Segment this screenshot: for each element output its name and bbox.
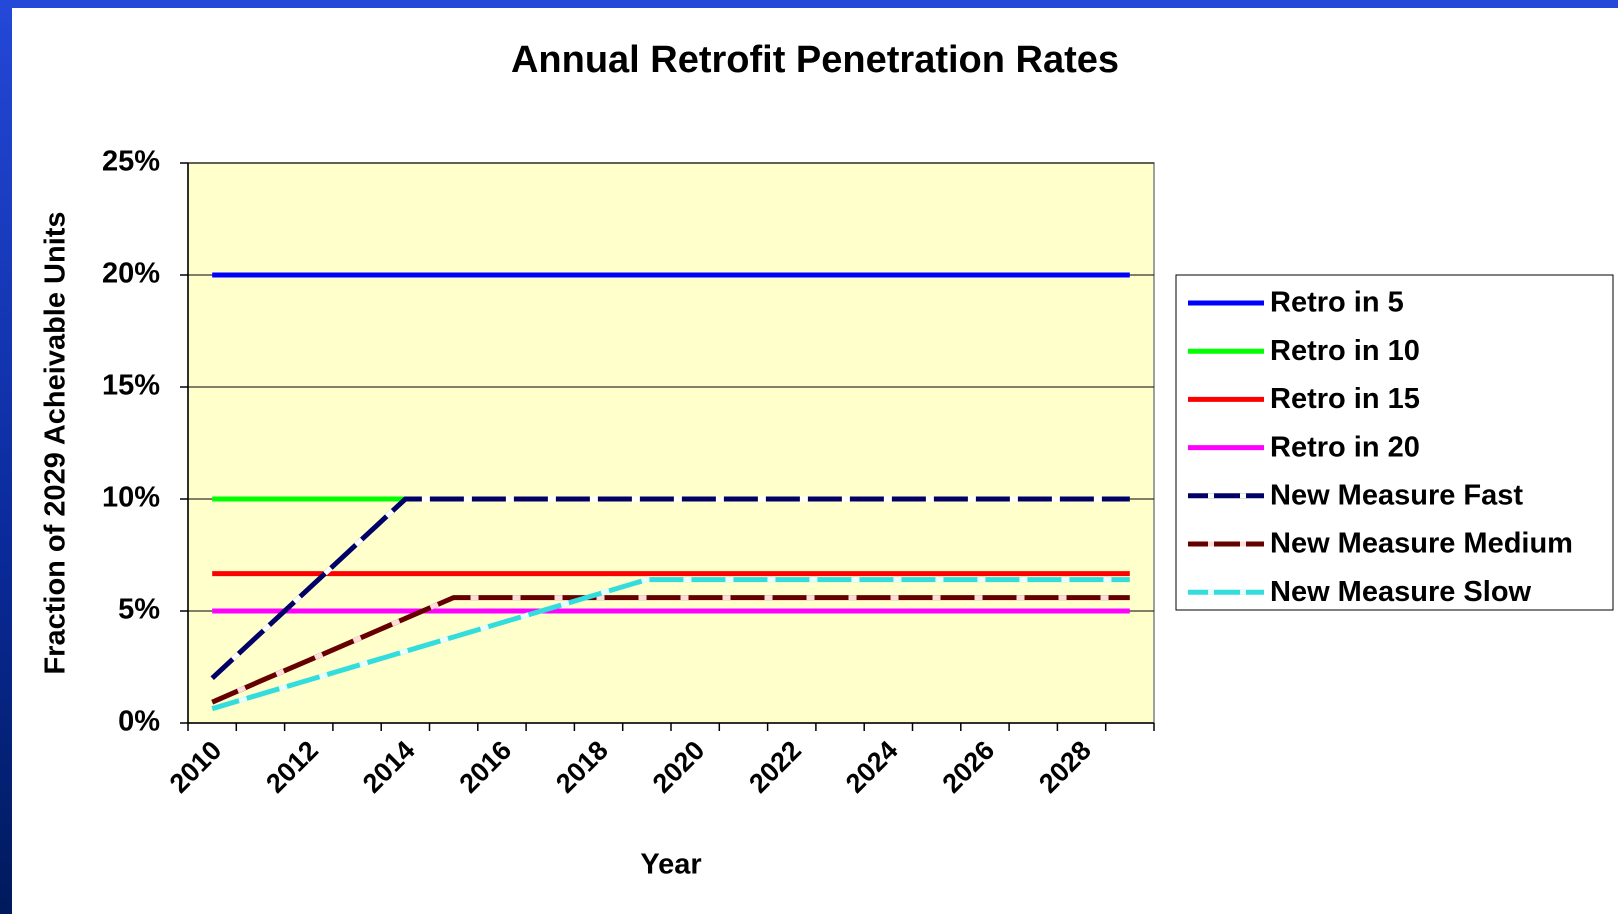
y-tick-label: 25% <box>102 146 160 178</box>
y-tick-label: 0% <box>118 706 160 738</box>
y-tick-label: 10% <box>102 482 160 514</box>
x-axis-label: Year <box>640 849 701 881</box>
series-line <box>210 496 1130 681</box>
legend-label: Retro in 20 <box>1270 431 1420 463</box>
legend-label: New Measure Medium <box>1270 528 1573 560</box>
legend-label: Retro in 10 <box>1270 335 1420 367</box>
y-tick-label: 15% <box>102 370 160 402</box>
y-axis-label: Fraction of 2029 Acheivable Units <box>40 211 72 674</box>
legend-label: Retro in 5 <box>1270 287 1404 319</box>
legend-label: Retro in 15 <box>1270 383 1420 415</box>
y-tick-label: 5% <box>118 594 160 626</box>
chart-title: Annual Retrofit Penetration Rates <box>511 39 1119 81</box>
legend-box <box>1175 274 1614 611</box>
legend-label: New Measure Fast <box>1270 479 1523 511</box>
y-tick-label: 20% <box>102 258 160 290</box>
series-line-dash <box>211 595 1130 705</box>
plot-area <box>187 162 1155 724</box>
legend-label: New Measure Slow <box>1270 576 1532 608</box>
series-line-dash <box>211 577 1130 712</box>
